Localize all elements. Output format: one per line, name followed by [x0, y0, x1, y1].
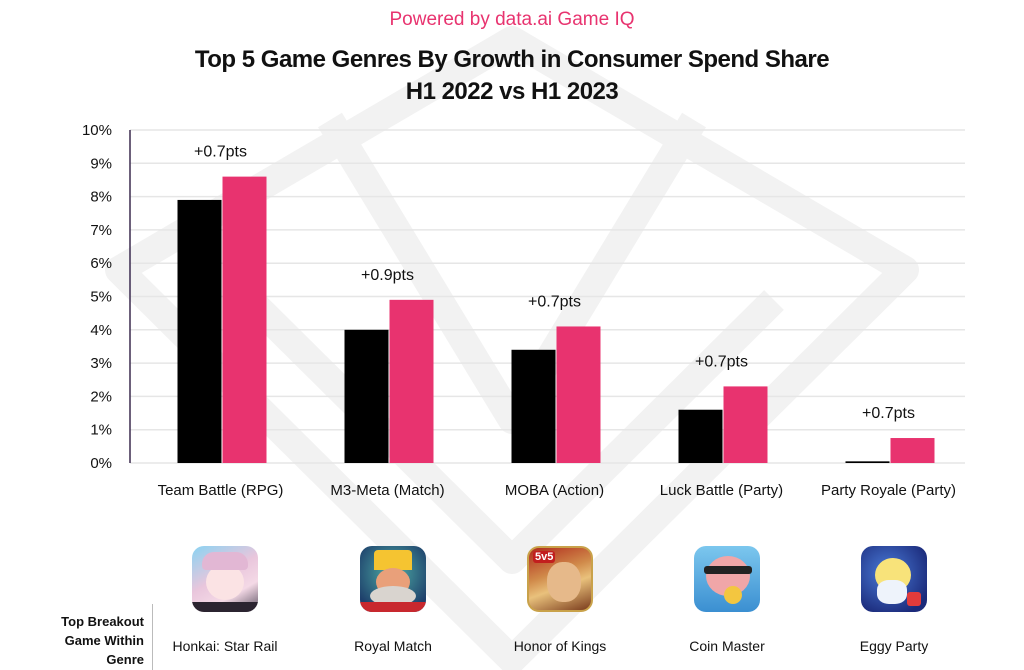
breakout-game-honor-of-kings[interactable]: 5v5 Honor of Kings	[485, 540, 635, 654]
x-category-label: Party Royale (Party)	[821, 482, 956, 499]
breakout-game-royal-match[interactable]: Royal Match	[318, 540, 468, 654]
breakout-row-label: Top Breakout Game Within Genre	[18, 612, 144, 669]
y-tick-label: 5%	[90, 289, 112, 306]
y-tick-label: 6%	[90, 255, 112, 272]
bar-h1-2022	[344, 329, 389, 463]
y-tick-label: 4%	[90, 322, 112, 339]
breakout-label-line: Genre	[106, 652, 144, 667]
bar-h1-2023	[389, 299, 434, 463]
growth-data-label: +0.7pts	[528, 293, 581, 310]
growth-data-label: +0.7pts	[695, 353, 748, 370]
breakout-divider	[152, 604, 153, 670]
data-labels: +0.7pts +0.9pts +0.7pts +0.7pts +0.7pts	[194, 144, 915, 422]
x-category-label: Team Battle (RPG)	[158, 482, 284, 499]
bar-chart: 0%1%2%3%4%5%6%7%8%9%10% +0.7pts+0.9pts+0…	[82, 122, 965, 499]
x-axis-categories: Team Battle (RPG) M3-Meta (Match) MOBA (Ac…	[158, 482, 956, 499]
bar-h1-2023	[222, 176, 267, 463]
bar-h1-2022	[845, 461, 890, 463]
growth-data-label: +0.7pts	[194, 144, 247, 161]
breakout-game-eggy-party[interactable]: Eggy Party	[819, 540, 969, 654]
x-category-label: Luck Battle (Party)	[660, 482, 783, 499]
y-axis-ticks: 0% 1% 2% 3% 4% 5% 6% 7% 8% 9% 10%	[82, 122, 112, 472]
honor-of-kings-app-icon: 5v5	[527, 546, 593, 612]
game-name: Coin Master	[689, 638, 765, 654]
y-tick-label: 3%	[90, 355, 112, 372]
chart-title: Top 5 Game Genres By Growth in Consumer …	[0, 44, 1024, 108]
bar-h1-2022	[177, 199, 222, 463]
bar-h1-2023	[556, 326, 601, 463]
bar-h1-2022	[511, 349, 556, 463]
game-name: Royal Match	[354, 638, 432, 654]
y-tick-label: 10%	[82, 122, 112, 139]
breakout-label-line: Game Within	[64, 633, 144, 648]
bar-h1-2023	[890, 438, 935, 463]
y-tick-label: 8%	[90, 189, 112, 206]
royal-match-app-icon	[360, 546, 426, 612]
y-tick-label: 1%	[90, 422, 112, 439]
y-tick-label: 9%	[90, 155, 112, 172]
game-name: Eggy Party	[859, 638, 929, 654]
bar-h1-2023	[723, 386, 768, 463]
breakout-game-honkai[interactable]: Honkai: Star Rail	[150, 540, 300, 654]
game-name: Honkai: Star Rail	[172, 638, 278, 654]
breakout-label-line: Top Breakout	[61, 614, 144, 629]
growth-data-label: +0.7pts	[862, 405, 915, 422]
breakout-games-row: Honkai: Star Rail Royal Match 5v5 Honor …	[0, 540, 1024, 670]
game-name: Honor of Kings	[513, 638, 607, 654]
chart-title-line-2: H1 2022 vs H1 2023	[405, 78, 619, 105]
breakout-game-coin-master[interactable]: Coin Master	[652, 540, 802, 654]
bars	[177, 176, 935, 463]
coin-master-app-icon	[694, 546, 760, 612]
growth-data-label: +0.9pts	[361, 267, 414, 284]
chart-title-line-1: Top 5 Game Genres By Growth in Consumer …	[194, 46, 830, 73]
powered-by-label: Powered by data.ai Game IQ	[389, 9, 635, 30]
honkai-star-rail-app-icon	[192, 546, 258, 612]
x-category-label: MOBA (Action)	[505, 482, 604, 499]
y-tick-label: 0%	[90, 455, 112, 472]
y-tick-label: 2%	[90, 388, 112, 405]
y-tick-label: 7%	[90, 222, 112, 239]
eggy-party-app-icon	[861, 546, 927, 612]
bar-h1-2022	[678, 409, 723, 463]
x-category-label: M3-Meta (Match)	[330, 482, 444, 499]
